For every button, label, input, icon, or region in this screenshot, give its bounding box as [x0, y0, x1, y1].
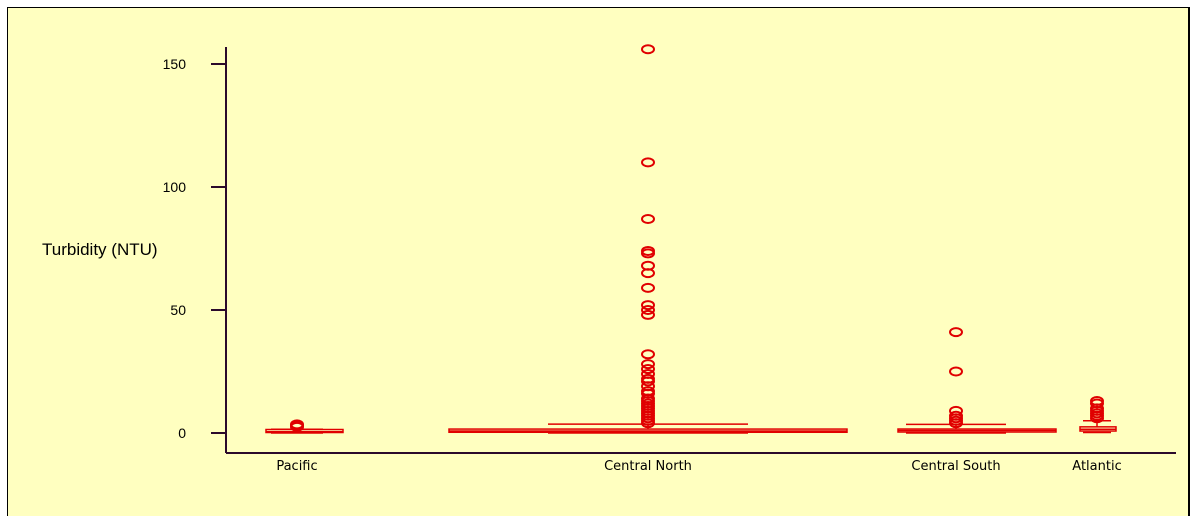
- y-ticks: 0 50 100 150: [163, 56, 226, 441]
- y-tick-label: 0: [178, 425, 186, 441]
- y-tick-label: 100: [163, 179, 187, 195]
- outlier-point: [641, 44, 655, 55]
- boxes: [265, 44, 1117, 434]
- x-tick-label: Central North: [604, 459, 692, 474]
- outlier-point: [641, 282, 655, 293]
- x-tick-labels: Pacific Central North Central South Atlanti…: [276, 459, 1121, 474]
- outlier-point: [641, 349, 655, 360]
- x-tick-label: Pacific: [276, 459, 317, 474]
- outlier-point: [641, 309, 655, 320]
- x-tick-label: Atlantic: [1072, 459, 1121, 474]
- outlier-point: [641, 373, 655, 384]
- outlier-point: [641, 305, 655, 315]
- outlier-point: [641, 359, 655, 370]
- outlier-point: [641, 260, 655, 271]
- outlier-point: [641, 245, 655, 256]
- x-tick-label: Central South: [911, 459, 1000, 474]
- outlier-point: [641, 157, 655, 168]
- box-central-north: [448, 44, 848, 434]
- outlier-point: [641, 300, 655, 311]
- outlier-point: [949, 405, 963, 416]
- outlier-point: [1090, 396, 1104, 407]
- box-pacific: [265, 419, 344, 434]
- outlier-point: [949, 366, 963, 377]
- box-atlantic: [1079, 396, 1117, 434]
- outlier-point: [290, 419, 304, 430]
- y-tick-label: 150: [163, 56, 187, 72]
- outlier-point: [949, 410, 963, 421]
- y-axis-label: Turbidity (NTU): [42, 240, 158, 259]
- outlier-point: [641, 386, 655, 397]
- y-tick-label: 50: [170, 302, 186, 318]
- outlier-point: [949, 327, 963, 338]
- outlier-point: [641, 368, 655, 379]
- box-central-south: [897, 327, 1057, 434]
- axes: [225, 47, 1176, 454]
- outlier-point: [641, 364, 655, 375]
- outlier-point: [641, 213, 655, 224]
